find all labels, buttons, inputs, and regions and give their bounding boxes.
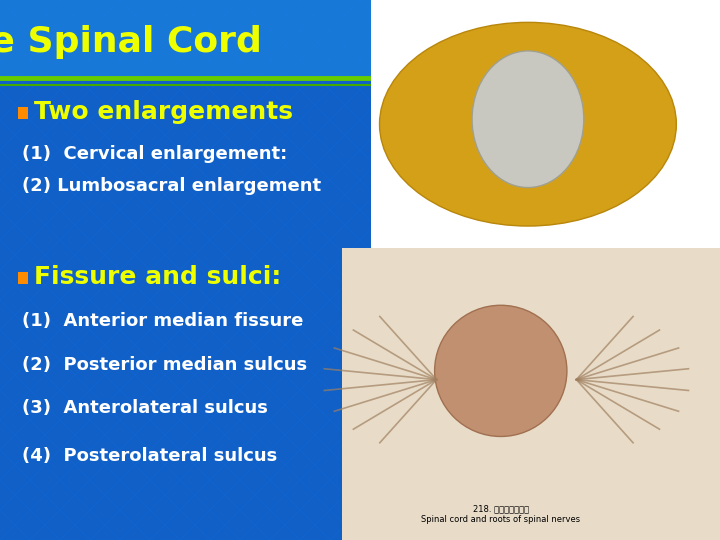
Bar xyxy=(0,0,720,78)
Text: (1)  Anterior median fissure: (1) Anterior median fissure xyxy=(22,312,303,330)
Text: 218. 脊髓和脊神经根
Spinal cord and roots of spinal nerves: 218. 脊髓和脊神经根 Spinal cord and roots of sp… xyxy=(421,504,580,524)
Text: Fissure and sulci:: Fissure and sulci: xyxy=(34,265,282,289)
Ellipse shape xyxy=(472,51,584,187)
Ellipse shape xyxy=(379,22,676,226)
Text: (3)  Anterolateral sulcus: (3) Anterolateral sulcus xyxy=(22,399,267,417)
Bar xyxy=(371,0,720,248)
Text: (2)  Posterior median sulcus: (2) Posterior median sulcus xyxy=(22,355,307,374)
Ellipse shape xyxy=(435,305,567,436)
Text: (2) Lumbosacral enlargement: (2) Lumbosacral enlargement xyxy=(22,177,320,195)
Text: The Spinal Cord: The Spinal Cord xyxy=(0,25,262,58)
Text: (4)  Posterolateral sulcus: (4) Posterolateral sulcus xyxy=(22,447,277,465)
Bar xyxy=(18,272,28,284)
Bar xyxy=(18,107,28,119)
Text: (1)  Cervical enlargement:: (1) Cervical enlargement: xyxy=(22,145,287,163)
Bar xyxy=(342,248,720,540)
Text: Two enlargements: Two enlargements xyxy=(34,100,293,124)
